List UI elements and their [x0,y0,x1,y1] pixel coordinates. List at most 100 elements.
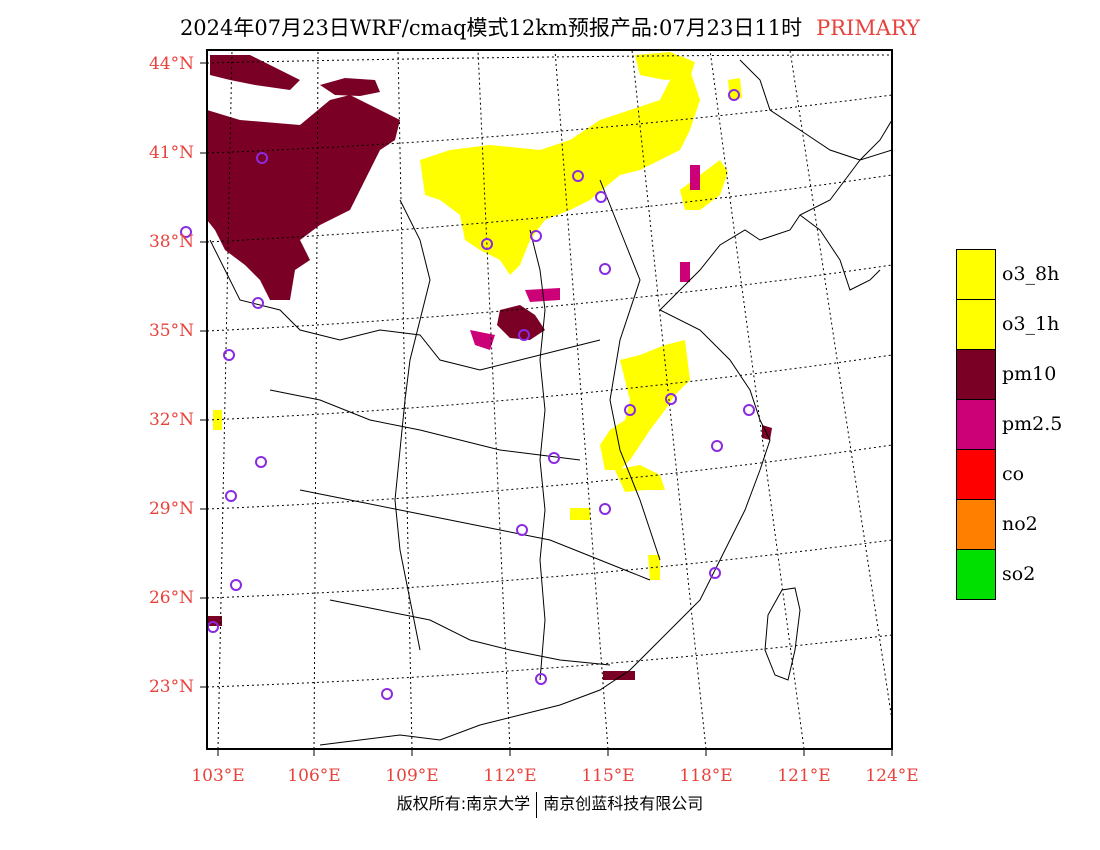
lat-line-38 [206,174,893,243]
lon-line-106 [313,49,319,750]
legend-swatch [956,399,996,449]
province-boundary-d [329,599,611,666]
legend-label: pm2.5 [1002,413,1063,435]
lon-label-112: 112°E [483,766,537,786]
station-marker [743,404,755,416]
pm10-region-northwest [207,95,400,300]
lat-line-32 [206,354,893,421]
boundary-lines [209,59,893,746]
lat-label-32: 32°N [148,410,194,430]
station-marker [572,170,584,182]
legend-swatch [956,549,996,600]
province-boundary-f [529,229,546,681]
station-marker [481,238,493,250]
map-title-main: 2024年07月23日WRF/cmaq模式12km预报产品:07月23日11时 [179,16,803,40]
station-marker [599,503,611,515]
legend-label: o3_8h [1002,263,1060,285]
pm10-patch-west-small [207,616,222,626]
lon-label-115: 115°E [581,766,635,786]
axis-ticks [200,62,893,756]
copyright-footer: 版权所有:南京大学 南京创蓝科技有限公司 [0,790,1100,818]
taiwan-outline [764,587,801,681]
station-marker [548,452,560,464]
graticule [206,49,893,750]
footer-divider [536,791,538,818]
legend-label: no2 [1002,513,1038,535]
station-marker [530,230,542,242]
lat-label-35: 35°N [148,321,194,341]
pm10-region-north-top [210,55,300,90]
lon-line-112 [477,49,511,750]
primary-tag: PRIMARY [816,16,921,40]
pollution-layer [207,52,772,680]
station-marker [225,490,237,502]
station-marker [624,404,636,416]
province-boundary-a [209,239,601,371]
lat-label-23: 23°N [148,677,194,697]
lon-line-118 [631,49,707,750]
province-boundary-g [599,179,661,561]
station-marker [709,567,721,579]
station-marker [599,263,611,275]
o3-region-north-china [420,70,700,275]
lon-label-121: 121°E [777,766,831,786]
pm10-region-henan [497,305,545,340]
pm25-patch-shandong [680,262,690,282]
legend-swatch [956,349,996,399]
pm10-patch-guangdong [603,671,635,680]
o3-patch-top-north [635,52,695,80]
legend-swatch [956,299,996,349]
pm25-patch-henan [470,288,560,350]
legend-label: so2 [1002,563,1036,585]
station-marker [665,393,677,405]
station-marker [252,297,264,309]
lon-line-103 [217,49,233,750]
station-marker [256,152,268,164]
lat-label-38: 38°N [148,232,194,252]
province-boundary-c [299,489,651,581]
legend-label: o3_1h [1002,313,1060,335]
coastline [319,149,893,746]
o3-patch-jiangxi [615,465,665,492]
legend-swatch [956,449,996,499]
pm25-patch-hebei [690,165,700,190]
northeast-boundary [739,59,893,161]
o3-patch-center-south [570,508,590,520]
korea-outline [799,214,881,291]
lat-line-35 [206,264,893,332]
o3-region-east-china [600,340,690,470]
station-marker [595,191,607,203]
station-marker [223,349,235,361]
legend-label: pm10 [1002,363,1057,385]
legend-label: co [1002,463,1025,485]
province-boundary-e [394,199,431,651]
lon-label-109: 109°E [385,766,439,786]
lat-label-29: 29°N [148,499,194,519]
lat-line-29 [206,444,893,510]
lon-line-109 [397,49,413,750]
map-title: 2024年07月23日WRF/cmaq模式12km预报产品:07月23日11时 P… [0,12,1100,42]
o3-patch-south [648,555,660,580]
copyright-left: 版权所有:南京大学 [396,794,531,813]
province-boundary-b [269,389,581,461]
o3-region-northeast-coast [680,160,728,210]
lon-label-103: 103°E [191,766,245,786]
lat-label-44: 44°N [148,54,194,74]
legend-swatch [956,499,996,549]
station-marker [516,524,528,536]
pm10-patch-top [320,78,380,96]
station-marker [535,673,547,685]
station-marker [381,688,393,700]
lat-label-41: 41°N [148,143,194,163]
station-marker [255,456,267,468]
lon-line-115 [554,49,609,750]
station-marker [728,89,740,101]
station-marker [230,579,242,591]
lon-label-106: 106°E [287,766,341,786]
lon-label-124: 124°E [865,766,919,786]
monitoring-stations [180,89,755,700]
station-marker [180,226,192,238]
legend-swatch [956,249,996,299]
map-frame [206,49,893,750]
